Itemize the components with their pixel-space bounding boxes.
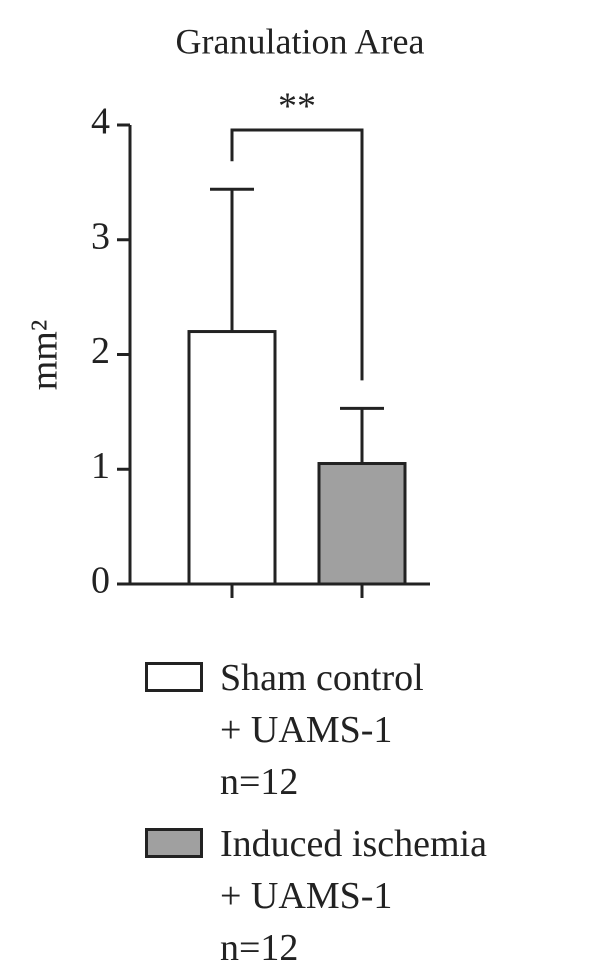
legend-item: Sham control + UAMS-1 n=12 (145, 652, 424, 808)
y-tick-label: 0 (91, 560, 110, 602)
legend-swatch (145, 662, 203, 692)
bar (317, 462, 407, 586)
chart-title: Granulation Area (176, 21, 425, 61)
legend-label: Sham control + UAMS-1 n=12 (220, 657, 424, 803)
significance-bracket (230, 128, 364, 381)
y-tick-label: 2 (91, 330, 110, 372)
legend-swatch (145, 828, 203, 858)
y-tick-label: 1 (91, 445, 110, 487)
legend-label: Induced ischemia + UAMS-1 n=12 (220, 823, 487, 969)
bar (187, 330, 277, 586)
y-tick-label: 3 (91, 215, 110, 257)
y-tick-label: 4 (91, 101, 110, 143)
legend-item: Induced ischemia + UAMS-1 n=12 (145, 818, 487, 974)
significance-label: ** (278, 86, 316, 128)
y-axis-label: mm² (24, 320, 66, 391)
